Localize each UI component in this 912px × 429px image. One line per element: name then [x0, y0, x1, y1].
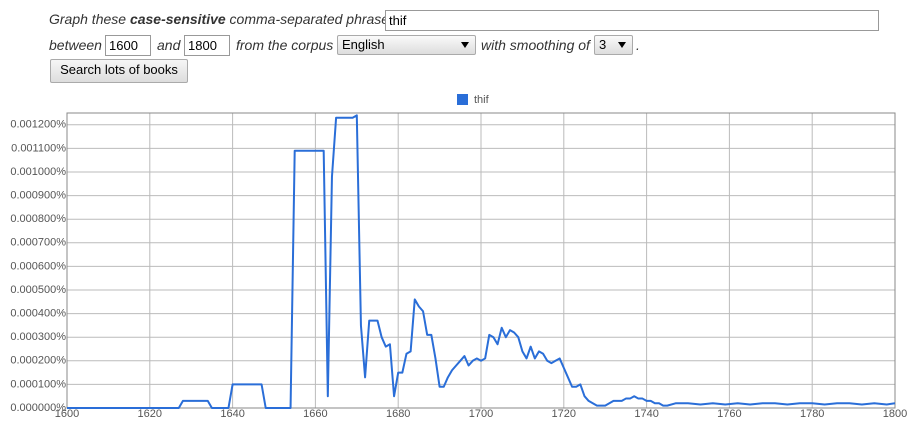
label: between	[49, 37, 102, 53]
label: case-sensitive	[129, 11, 226, 27]
x-tick-label: 1760	[717, 408, 741, 420]
y-tick-label: 0.000900%	[10, 190, 66, 202]
label: .	[636, 37, 640, 53]
label: with smoothing of	[481, 37, 590, 53]
x-tick-label: 1640	[220, 408, 244, 420]
x-tick-label: 1740	[634, 408, 658, 420]
x-tick-label: 1720	[552, 408, 576, 420]
y-tick-label: 0.000500%	[10, 284, 66, 296]
label: and	[157, 37, 181, 53]
dropdown-arrow	[618, 42, 626, 48]
x-tick-label: 1780	[800, 408, 824, 420]
corpus-select[interactable]: English	[337, 35, 476, 55]
y-tick-label: 0.000300%	[10, 331, 66, 343]
y-tick-label: 0.000700%	[10, 237, 66, 249]
x-tick-label: 1680	[386, 408, 410, 420]
end-year-input[interactable]: 1800	[184, 35, 230, 56]
y-tick-label: 0.000100%	[10, 378, 66, 390]
phrase-input[interactable]: thif	[385, 10, 879, 31]
label: from the corpus	[236, 37, 334, 53]
x-tick-label: 1660	[303, 408, 327, 420]
query-row: Graph these case-sensitive comma-separat…	[49, 11, 400, 27]
y-tick-label: 0.000000%	[10, 402, 66, 414]
x-tick-label: 1700	[469, 408, 493, 420]
dropdown-arrow	[461, 42, 469, 48]
y-tick-label: 0.000800%	[10, 213, 66, 225]
y-tick-label: 0.001100%	[11, 142, 66, 154]
y-tick-label: 0.001200%	[10, 119, 66, 131]
smoothing-select[interactable]: 3	[594, 35, 633, 55]
select-value: 3	[599, 37, 607, 52]
legend-swatch	[457, 94, 468, 105]
label: Graph these	[49, 11, 130, 27]
y-tick-label: 0.000400%	[10, 308, 66, 320]
y-tick-label: 0.000600%	[10, 260, 66, 272]
x-tick-label: 1620	[138, 408, 162, 420]
x-tick-label: 1600	[55, 408, 79, 420]
label: comma-separated phrases:	[225, 11, 400, 27]
select-value: English	[342, 37, 385, 52]
legend-label: thif	[474, 94, 490, 106]
range-row: between	[49, 37, 102, 53]
data-line	[67, 114, 896, 409]
y-tick-label: 0.000200%	[10, 355, 66, 367]
start-year-input[interactable]: 1600	[105, 35, 151, 56]
y-tick-label: 0.001000%	[10, 166, 66, 178]
x-tick-label: 1800	[883, 408, 907, 420]
plot-frame	[66, 112, 896, 409]
search-button[interactable]: Search lots of books	[50, 59, 188, 83]
